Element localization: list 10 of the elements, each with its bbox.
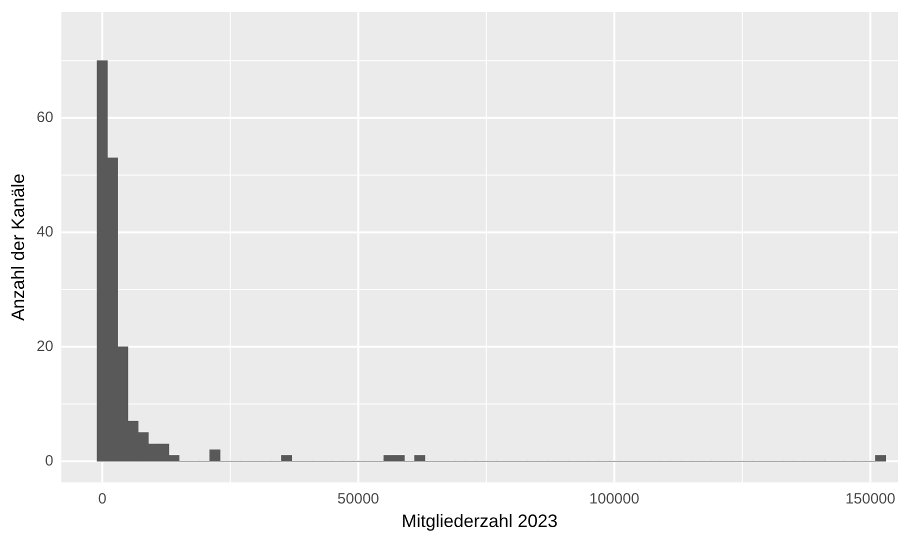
y-tick-label: 0	[44, 452, 54, 470]
x-tick-label: 100000	[589, 490, 640, 508]
y-tick-label: 40	[36, 223, 54, 240]
x-tick-label: 50000	[337, 490, 380, 508]
y-tick-label: 60	[36, 109, 54, 126]
x-tick-label: 0	[98, 490, 106, 508]
x-axis-title: Mitgliederzahl 2023	[402, 511, 558, 532]
y-tick-label: 20	[36, 338, 54, 355]
y-axis-title: Anzahl der Kanäle	[8, 174, 28, 321]
x-tick-label: 150000	[845, 490, 896, 508]
